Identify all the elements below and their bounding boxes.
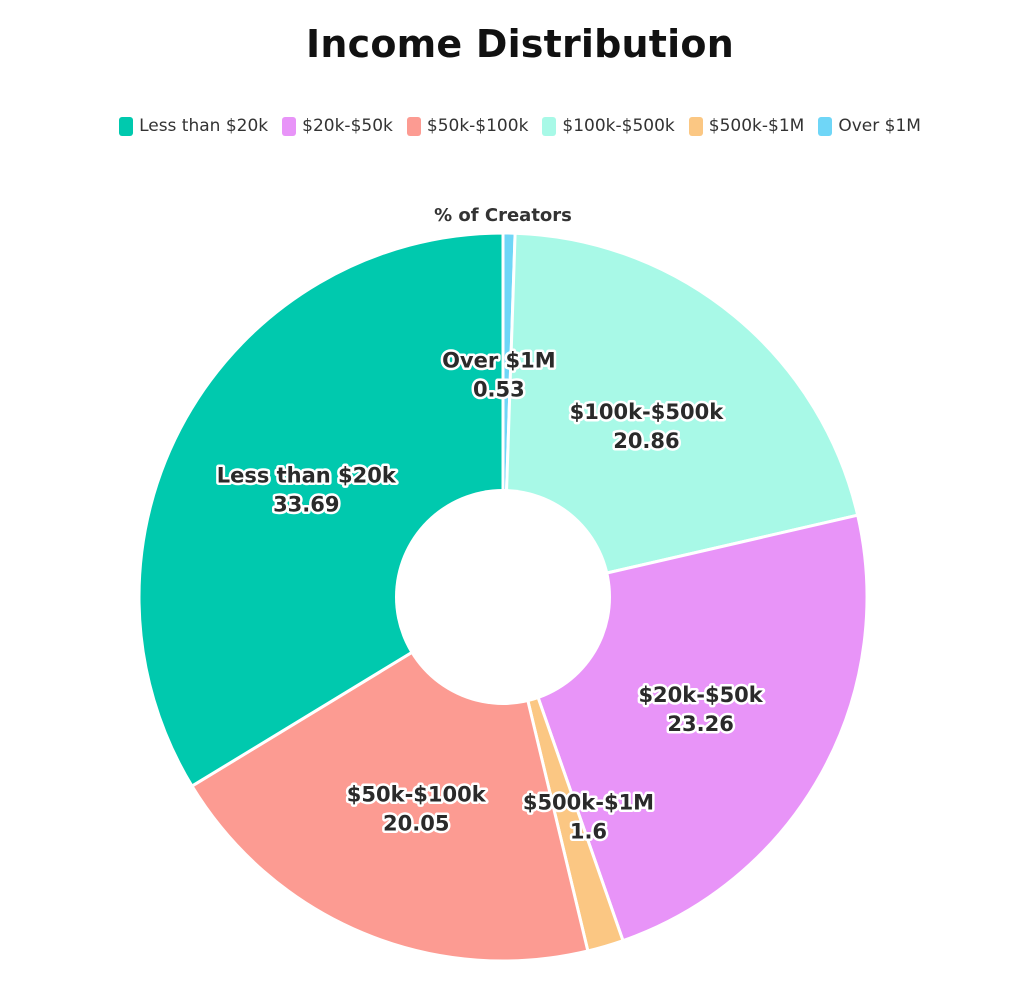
legend-item-less-than-20k[interactable]: Less than $20k	[119, 116, 268, 136]
donut-hole	[395, 489, 611, 705]
labels-group: Over $1M 0.53 $100k-$500k 20.86 $20k-$50k 23.…	[214, 346, 766, 846]
slice-category-label: Less than $20k	[217, 463, 397, 487]
legend-label: $100k-$500k	[562, 116, 675, 136]
legend-swatch	[119, 116, 134, 136]
slices-group	[137, 231, 869, 963]
slice-value-label: 20.05	[383, 811, 449, 835]
legend-swatch	[688, 116, 703, 136]
legend-item-500k-1m[interactable]: $500k-$1M	[688, 116, 805, 136]
legend-item-over-1m[interactable]: Over $1M	[818, 116, 921, 136]
slice-value-label: 0.53	[473, 377, 525, 401]
legend-label: $50k-$100k	[426, 116, 529, 136]
chart-legend: Less than $20k $20k-$50k $50k-$100k $100…	[0, 116, 1022, 136]
legend-swatch	[818, 116, 833, 136]
slice-category-label: Over $1M	[442, 348, 556, 372]
legend-item-50k-100k[interactable]: $50k-$100k	[406, 116, 529, 136]
legend-label: Over $1M	[838, 116, 921, 136]
legend-label: Less than $20k	[139, 116, 269, 136]
legend-item-100k-500k[interactable]: $100k-$500k	[542, 116, 675, 136]
chart-title: Income Distribution	[306, 22, 734, 66]
slice-category-label: $20k-$50k	[638, 683, 763, 707]
legend-label: $20k-$50k	[302, 116, 393, 136]
series-title: % of Creators	[434, 205, 572, 226]
legend-swatch	[406, 116, 421, 136]
slice-value-label: 33.69	[273, 492, 339, 516]
legend-swatch	[542, 116, 557, 136]
slice-category-label: $100k-$500k	[570, 400, 725, 424]
legend-item-20k-50k[interactable]: $20k-$50k	[282, 116, 393, 136]
slice-category-label: $50k-$100k	[347, 782, 487, 806]
slice-value-label: 1.6	[570, 820, 607, 844]
pie-slice-100k-500k[interactable]	[501, 231, 860, 599]
slice-value-label: 20.86	[613, 429, 679, 453]
legend-swatch	[282, 116, 297, 136]
slice-category-label: $500k-$1M	[523, 791, 654, 815]
legend-label: $500k-$1M	[708, 116, 805, 136]
slice-value-label: 23.26	[667, 712, 733, 736]
